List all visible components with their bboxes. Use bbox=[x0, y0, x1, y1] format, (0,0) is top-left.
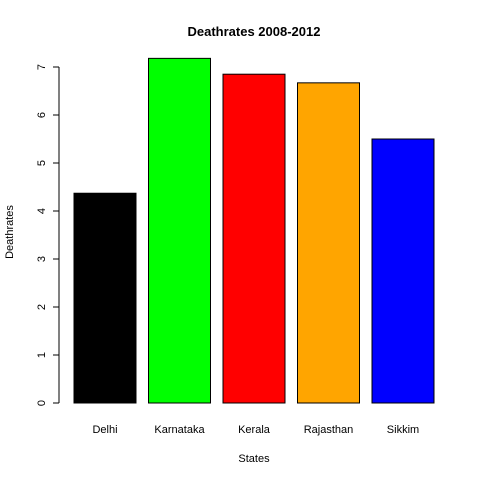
bar-delhi bbox=[73, 192, 137, 404]
x-tick-label-karnataka: Karnataka bbox=[154, 424, 205, 436]
y-tick-label: 1 bbox=[36, 352, 48, 358]
y-tick-label: 5 bbox=[36, 160, 48, 166]
bar-sikkim bbox=[371, 138, 435, 404]
x-tick-label-rajasthan: Rajasthan bbox=[304, 424, 354, 436]
bar-kerala bbox=[222, 73, 286, 404]
x-tick-label-sikkim: Sikkim bbox=[387, 424, 419, 436]
y-tick-label: 2 bbox=[36, 304, 48, 310]
x-tick-label-delhi: Delhi bbox=[92, 424, 117, 436]
chart-title: Deathrates 2008-2012 bbox=[188, 24, 321, 39]
bar-karnataka bbox=[148, 57, 211, 404]
y-tick-label: 7 bbox=[36, 64, 48, 70]
x-tick-label-kerala: Kerala bbox=[238, 424, 271, 436]
category-labels: Delhi Karnataka Kerala Rajasthan Sikkim bbox=[92, 424, 419, 436]
bars-group bbox=[73, 57, 435, 404]
y-tick-label: 3 bbox=[36, 256, 48, 262]
y-tick-label: 0 bbox=[36, 400, 48, 406]
y-tick-label: 6 bbox=[36, 112, 48, 118]
y-axis-label: Deathrates bbox=[4, 205, 16, 259]
y-tick-label: 4 bbox=[36, 208, 48, 214]
bar-rajasthan bbox=[297, 82, 360, 404]
x-axis-label: States bbox=[238, 453, 270, 465]
y-axis: 0 1 2 3 4 5 6 7 bbox=[36, 64, 60, 406]
